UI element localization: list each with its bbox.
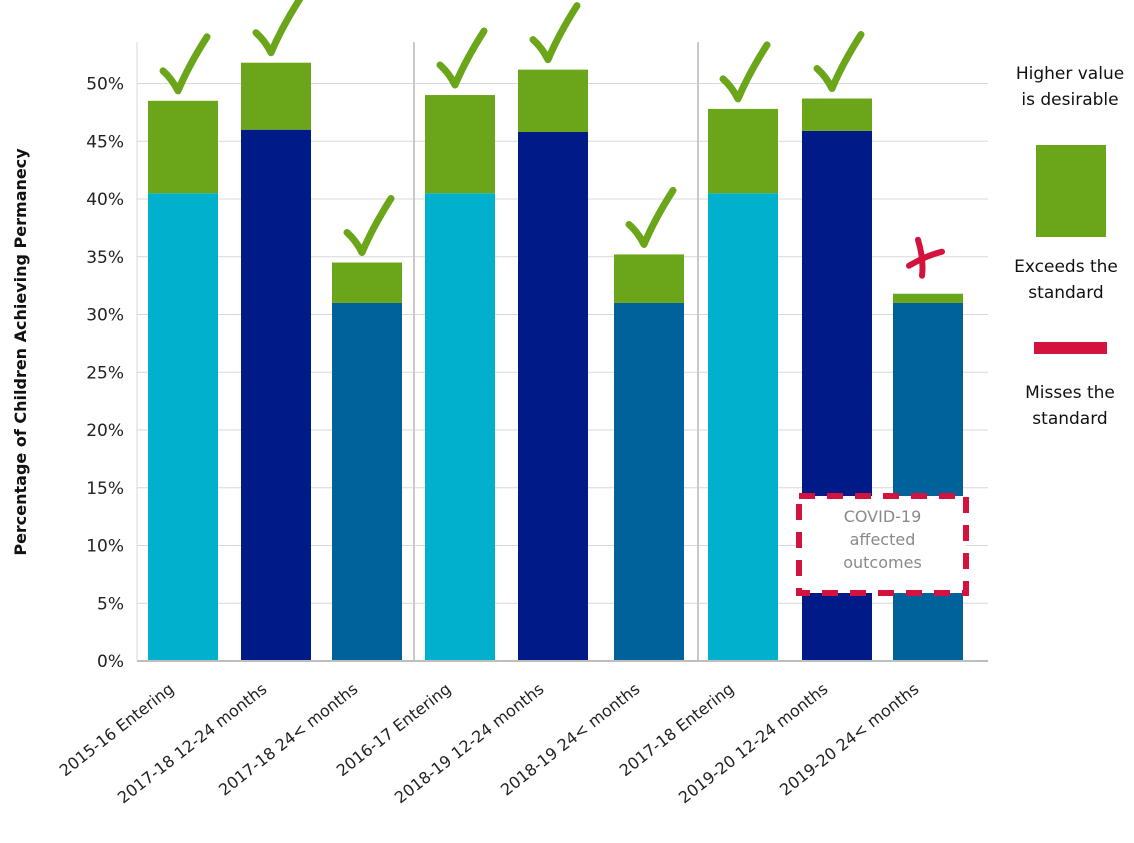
x-tick-label: 2019-20 12-24 months xyxy=(675,679,832,807)
y-axis-label: Percentage of Children Achieving Permane… xyxy=(11,148,30,556)
y-tick-label: 30% xyxy=(86,306,124,326)
bar-exceeds-segment xyxy=(148,100,218,194)
x-axis xyxy=(136,42,988,662)
bar-standard xyxy=(425,193,495,661)
x-tick-label: 2017-18 12-24 months xyxy=(114,679,271,807)
check-mark-icon xyxy=(159,33,211,95)
y-axis-ticks: 0% 5% 10% 15% 20% 25% 30% 35% 40% 45% 50% xyxy=(86,75,124,673)
y-tick-label: 5% xyxy=(97,594,124,614)
bar-exceeds-segment xyxy=(332,262,402,303)
bar-standard xyxy=(893,302,963,661)
covid-annotation-line-2: affected xyxy=(850,530,916,549)
x-tick-label: 2018-19 12-24 months xyxy=(391,679,548,807)
bars xyxy=(148,62,963,662)
y-tick-label: 40% xyxy=(86,190,124,210)
legend-exceeds-swatch xyxy=(1036,145,1106,237)
bar-exceeds-segment xyxy=(425,95,495,194)
check-mark-icon xyxy=(813,31,865,93)
legend-exceeds-line-1: Exceeds the xyxy=(1014,257,1118,277)
covid-annotation-line-3: outcomes xyxy=(843,553,922,572)
bar-standard xyxy=(148,193,218,661)
bar-exceeds-segment xyxy=(614,254,684,303)
legend-exceeds-line-2: standard xyxy=(1028,283,1103,303)
y-tick-label: 10% xyxy=(86,537,124,557)
bar-exceeds-segment xyxy=(241,62,311,130)
group-separators xyxy=(413,42,699,661)
legend: Higher value is desirable Exceeds the st… xyxy=(1014,64,1124,429)
check-mark-icon xyxy=(436,27,488,89)
y-tick-label: 45% xyxy=(86,132,124,152)
y-tick-label: 20% xyxy=(86,421,124,441)
legend-misses-swatch xyxy=(1034,342,1107,354)
y-tick-label: 15% xyxy=(86,479,124,499)
check-mark-icon xyxy=(625,186,677,248)
bar-standard xyxy=(332,302,402,661)
legend-misses-line-1: Misses the xyxy=(1025,383,1115,403)
legend-misses-line-2: standard xyxy=(1032,409,1107,429)
legend-header-line-2: is desirable xyxy=(1021,90,1118,110)
covid-annotation: COVID-19 affected outcomes xyxy=(796,493,969,596)
check-mark-icon xyxy=(252,0,304,57)
covid-annotation-box xyxy=(796,493,969,596)
bar-exceeds-segment xyxy=(708,108,778,194)
y-tick-label: 25% xyxy=(86,363,124,383)
bar-exceeds-segment xyxy=(802,98,872,131)
bar-standard xyxy=(708,193,778,661)
bar-standard xyxy=(241,129,311,661)
check-mark-icon xyxy=(343,195,395,257)
bar-standard xyxy=(518,132,588,661)
status-marks xyxy=(159,0,945,279)
check-mark-icon xyxy=(529,2,581,64)
check-mark-icon xyxy=(719,41,771,103)
y-tick-label: 50% xyxy=(86,75,124,95)
covid-annotation-line-1: COVID-19 xyxy=(844,507,922,526)
y-tick-label: 35% xyxy=(86,248,124,268)
bar-exceeds-segment xyxy=(893,293,963,303)
bar-exceeds-segment xyxy=(518,69,588,133)
bar-standard xyxy=(614,302,684,661)
legend-header-line-1: Higher value xyxy=(1016,64,1124,84)
cross-mark-icon xyxy=(906,236,945,279)
y-tick-label: 0% xyxy=(97,652,124,672)
